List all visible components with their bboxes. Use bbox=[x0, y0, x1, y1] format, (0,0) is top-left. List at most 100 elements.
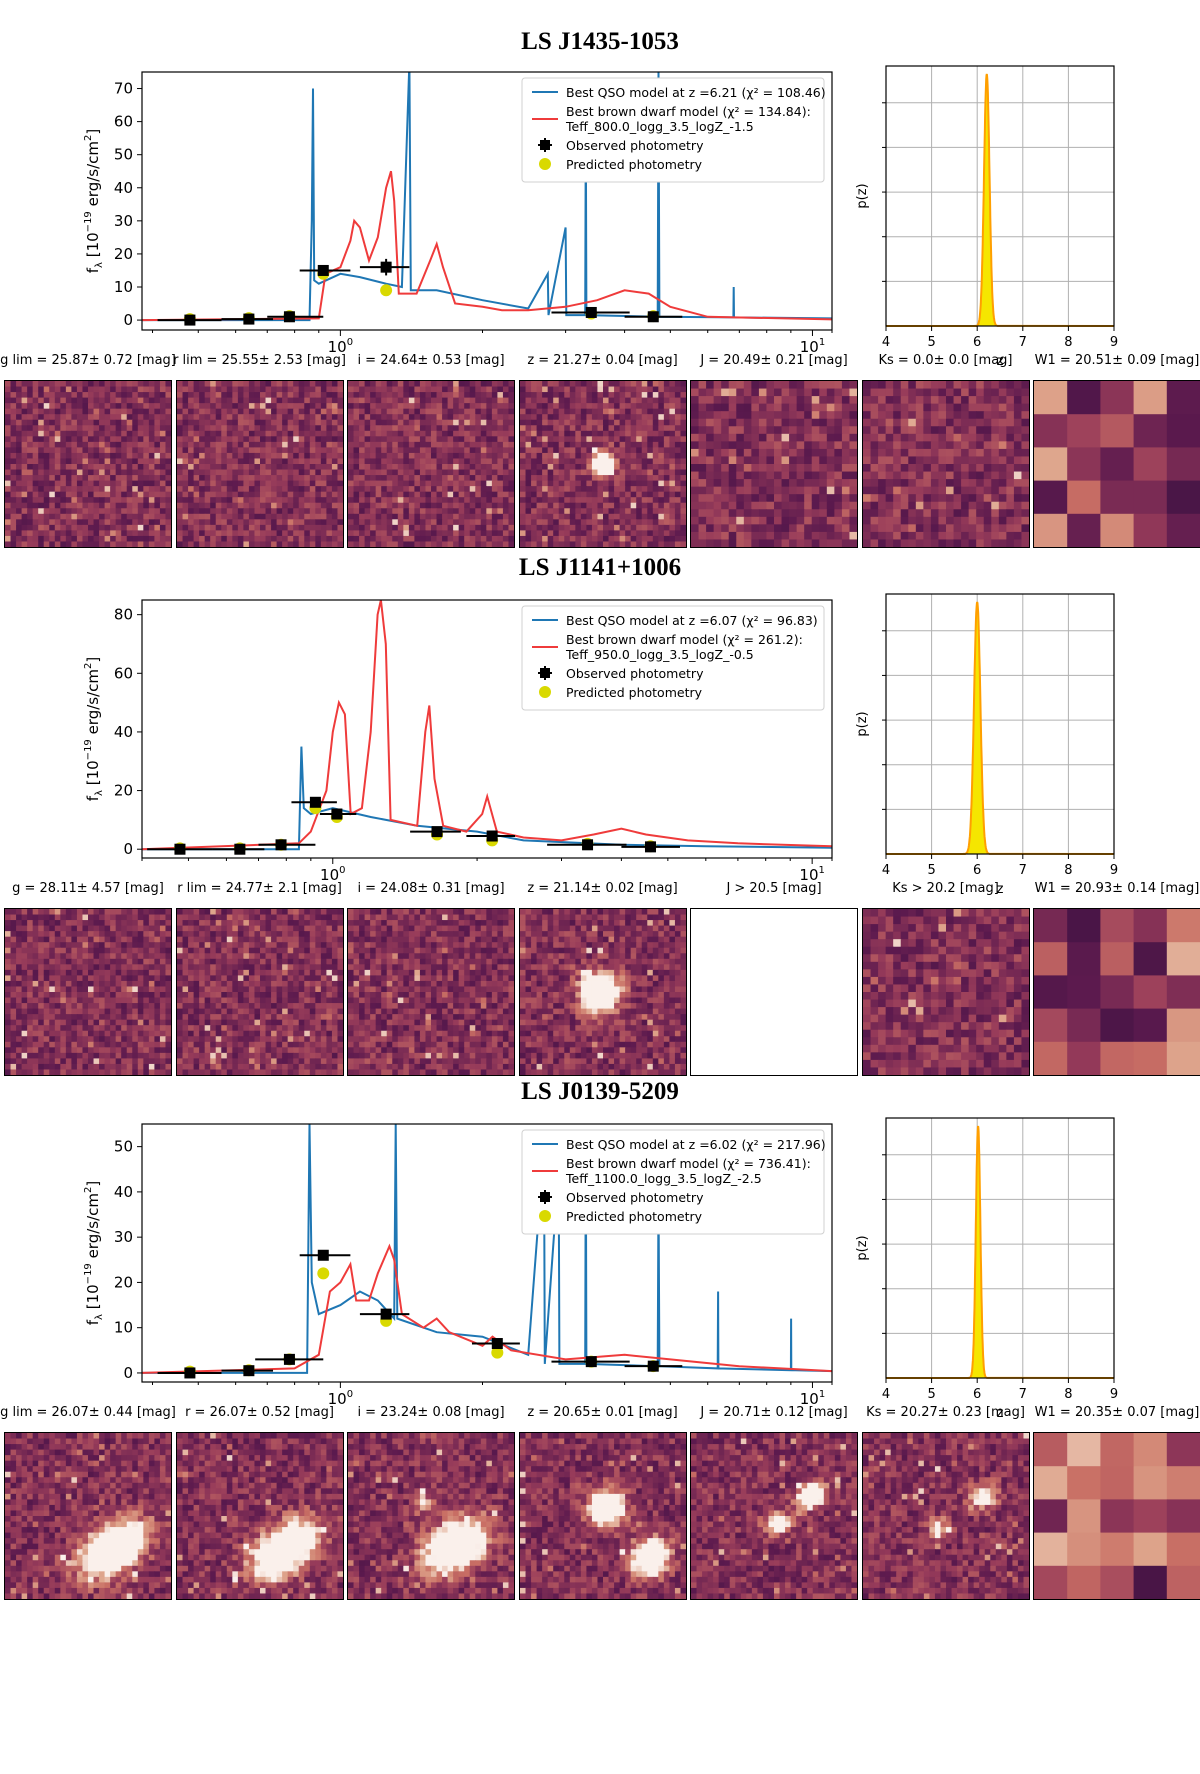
y-tick-label: 50 bbox=[114, 146, 133, 164]
stamp-label: g lim = 26.07± 0.44 [mag] bbox=[0, 1405, 176, 1420]
pz-chart: 4 5 6 7 8 9 z p(z) bbox=[855, 1117, 1118, 1421]
object-panel: LS J0139-520901020304050100101λobs [μm]f… bbox=[0, 1052, 1200, 1600]
stamp-label: r lim = 24.77± 2.1 [mag] bbox=[177, 881, 342, 896]
observed-point bbox=[359, 1308, 410, 1320]
legend-bd-params: Teff_950.0_logg_3.5_logZ_-0.5 bbox=[565, 647, 754, 662]
observed-point bbox=[410, 826, 461, 838]
legend: Best QSO model at z =6.21 (χ² = 108.46) B… bbox=[521, 77, 826, 183]
observed-point bbox=[551, 1356, 630, 1368]
stamp-label: W1 = 20.51± 0.09 [mag] bbox=[1034, 353, 1200, 368]
stamp-label: r = 26.07± 0.52 [mag] bbox=[185, 1405, 334, 1420]
observed-point bbox=[299, 1249, 351, 1261]
stamp-label: J = 20.71± 0.12 [mag] bbox=[700, 1405, 848, 1420]
y-tick-label: 30 bbox=[114, 212, 133, 230]
object-title: LS J1141+1006 bbox=[518, 554, 682, 581]
pz-tick-label: 4 bbox=[882, 1387, 890, 1402]
image-cutout bbox=[1033, 380, 1200, 548]
legend: Best QSO model at z =6.02 (χ² = 217.96) B… bbox=[521, 1129, 826, 1235]
legend-qso: Best QSO model at z =6.07 (χ² = 96.83) bbox=[566, 613, 818, 628]
y-tick-label: 30 bbox=[114, 1228, 133, 1246]
observed-point bbox=[157, 1367, 222, 1379]
observed-point bbox=[258, 839, 316, 851]
sed-chart: 01020304050100101λobs [μm]fλ [10−19 erg/… bbox=[83, 1123, 833, 1408]
pz-tick-label: 8 bbox=[1064, 1387, 1072, 1402]
observed-point bbox=[157, 314, 222, 326]
pz-line bbox=[886, 601, 1115, 855]
x-tick-label: 100 bbox=[320, 865, 345, 884]
legend-observed: Observed photometry bbox=[566, 1190, 704, 1205]
image-cutout bbox=[347, 908, 515, 1076]
x-tick-label: 101 bbox=[800, 337, 825, 356]
stamp-label: W1 = 20.93± 0.14 [mag] bbox=[1034, 881, 1200, 896]
y-axis-label: fλ [10−19 erg/s/cm2] bbox=[83, 129, 105, 273]
y-tick-label: 20 bbox=[114, 782, 133, 800]
pz-tick-label: 6 bbox=[973, 1387, 981, 1402]
pz-line bbox=[886, 1125, 1115, 1379]
legend-predicted: Predicted photometry bbox=[566, 685, 703, 700]
stamp-label: Ks = 0.0± 0.0 [mag] bbox=[878, 353, 1013, 368]
observed-point bbox=[466, 830, 516, 842]
image-cutout bbox=[1033, 1432, 1200, 1600]
stamp-label: i = 24.08± 0.31 [mag] bbox=[357, 881, 505, 896]
stamp-label: Ks = 20.27± 0.23 [mag] bbox=[866, 1405, 1025, 1420]
observed-point bbox=[359, 258, 410, 276]
pz-tick-label: 7 bbox=[1019, 335, 1027, 350]
y-axis-label: fλ [10−19 erg/s/cm2] bbox=[83, 1181, 105, 1325]
legend-bd-params: Teff_1100.0_logg_3.5_logZ_-2.5 bbox=[565, 1171, 762, 1186]
image-cutout bbox=[1033, 908, 1200, 1076]
y-tick-label: 40 bbox=[114, 723, 133, 741]
observed-point bbox=[291, 796, 337, 808]
stamp-label: J > 20.5 [mag] bbox=[726, 881, 822, 896]
legend-observed: Observed photometry bbox=[566, 666, 704, 681]
pz-chart: 4 5 6 7 8 9 z p(z) bbox=[855, 65, 1118, 369]
pz-fill bbox=[968, 1126, 988, 1378]
sed-chart: 010203040506070100101λobs [μm]fλ [10−19 … bbox=[83, 71, 833, 356]
observed-point bbox=[471, 1338, 520, 1350]
stamp-label: z = 21.27± 0.04 [mag] bbox=[527, 353, 678, 368]
pz-x-label: z bbox=[997, 354, 1004, 369]
observed-point bbox=[547, 839, 627, 851]
image-cutout bbox=[518, 1432, 687, 1600]
observed-point bbox=[299, 264, 351, 276]
predicted-point bbox=[491, 1346, 504, 1359]
image-cutout bbox=[347, 1432, 515, 1600]
stamp-label: i = 23.24± 0.08 [mag] bbox=[357, 1405, 505, 1420]
pz-fill bbox=[975, 74, 998, 326]
image-cutout bbox=[518, 380, 687, 548]
y-tick-label: 60 bbox=[114, 113, 133, 131]
y-tick-label: 0 bbox=[123, 311, 133, 329]
observed-point bbox=[212, 843, 265, 855]
y-tick-label: 40 bbox=[114, 179, 133, 197]
legend-bd-params: Teff_800.0_logg_3.5_logZ_-1.5 bbox=[565, 119, 754, 134]
brown-dwarf-model-line bbox=[142, 170, 832, 322]
y-tick-label: 0 bbox=[123, 1364, 133, 1382]
legend-qso: Best QSO model at z =6.02 (χ² = 217.96) bbox=[566, 1137, 826, 1152]
pz-y-label: p(z) bbox=[855, 711, 870, 736]
legend-predicted: Predicted photometry bbox=[566, 1209, 703, 1224]
pz-tick-label: 6 bbox=[973, 335, 981, 350]
pz-tick-label: 8 bbox=[1064, 863, 1072, 878]
image-cutout bbox=[347, 380, 515, 548]
pz-tick-label: 5 bbox=[927, 335, 935, 350]
stamp-label: i = 24.64± 0.53 [mag] bbox=[357, 353, 505, 368]
pz-tick-label: 8 bbox=[1064, 335, 1072, 350]
stamp-label: r lim = 25.55± 2.53 [mag] bbox=[173, 353, 346, 368]
image-cutout bbox=[861, 908, 1030, 1076]
pz-tick-label: 7 bbox=[1019, 863, 1027, 878]
y-tick-label: 80 bbox=[114, 606, 133, 624]
pz-fill bbox=[964, 602, 990, 854]
legend-predicted: Predicted photometry bbox=[566, 157, 703, 172]
legend-bd: Best brown dwarf model (χ² = 736.41): bbox=[566, 1156, 811, 1171]
stamp-label: Ks > 20.2 [mag] bbox=[892, 881, 999, 896]
x-tick-label: 101 bbox=[799, 865, 824, 884]
pz-chart: 4 5 6 7 8 9 z p(z) bbox=[855, 593, 1118, 897]
y-tick-label: 50 bbox=[114, 1138, 133, 1156]
object-panel: LS J1141+1006020406080100101λobs [μm]fλ … bbox=[0, 528, 1200, 1076]
image-cutout bbox=[4, 1432, 172, 1600]
pz-tick-label: 4 bbox=[882, 863, 890, 878]
image-cutout bbox=[175, 380, 344, 548]
pz-tick-label: 9 bbox=[1110, 335, 1118, 350]
y-axis-label: fλ [10−19 erg/s/cm2] bbox=[83, 657, 105, 801]
object-title: LS J1435-1053 bbox=[521, 28, 679, 55]
image-cutout bbox=[690, 380, 858, 548]
